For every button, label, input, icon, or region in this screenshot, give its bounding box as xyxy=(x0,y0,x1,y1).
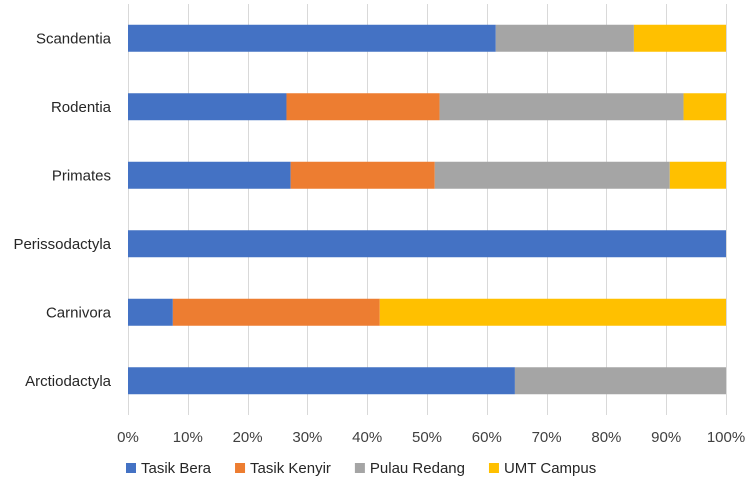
bar-primates-tasik-kenyir xyxy=(290,161,435,189)
bar-perissodactyla-tasik-bera xyxy=(128,230,726,258)
x-tick-label: 80% xyxy=(591,429,621,446)
gridlines xyxy=(128,4,727,415)
x-tick-label: 20% xyxy=(233,429,263,446)
legend-swatch xyxy=(488,463,499,473)
x-tick-label: 30% xyxy=(292,429,322,446)
x-tick-label: 40% xyxy=(352,429,382,446)
x-tick-label: 10% xyxy=(173,429,203,446)
bar-carnivora-tasik-bera xyxy=(128,298,173,326)
category-labels: Scandentia Rodentia Primates Perissodactyla… xyxy=(13,30,111,390)
x-tick-label: 100% xyxy=(707,429,745,446)
x-tick-label: 0% xyxy=(117,429,139,446)
x-tick-label: 50% xyxy=(412,429,442,446)
category-label: Carnivora xyxy=(46,304,112,321)
bar-rodentia-tasik-kenyir xyxy=(286,93,440,121)
bar-primates-umt-campus xyxy=(669,161,726,189)
x-axis-tick-labels: 0% 10% 20% 30% 40% 50% 60% 70% 80% 90% 100% xyxy=(117,429,745,446)
x-tick-label: 90% xyxy=(651,429,681,446)
legend-label: Pulau Redang xyxy=(370,460,465,477)
category-label: Arctiodactyla xyxy=(25,373,112,390)
category-label: Perissodactyla xyxy=(13,236,111,253)
legend-swatch xyxy=(235,463,246,473)
bar-rodentia-tasik-bera xyxy=(128,93,287,121)
bar-arctiodactyla-tasik-bera xyxy=(128,367,515,395)
category-label: Rodentia xyxy=(51,99,112,116)
bar-carnivora-tasik-kenyir xyxy=(172,298,380,326)
bar-rodentia-umt-campus xyxy=(683,93,726,121)
legend-swatch xyxy=(126,463,136,473)
bar-scandentia-pulau-redang xyxy=(495,24,634,52)
bars xyxy=(128,24,726,395)
bar-carnivora-umt-campus xyxy=(379,298,726,326)
bar-scandentia-umt-campus xyxy=(633,24,726,52)
bar-arctiodactyla-pulau-redang xyxy=(514,367,726,395)
x-tick-label: 70% xyxy=(532,429,562,446)
category-label: Scandentia xyxy=(36,30,112,47)
category-label: Primates xyxy=(52,167,111,184)
legend: Tasik Bera Tasik Kenyir Pulau Redang UMT Ca… xyxy=(126,460,596,477)
legend-label: UMT Campus xyxy=(504,460,596,477)
bar-primates-tasik-bera xyxy=(128,161,291,189)
bar-scandentia-tasik-bera xyxy=(128,24,496,52)
x-tick-label: 60% xyxy=(472,429,502,446)
legend-label: Tasik Kenyir xyxy=(250,460,331,477)
legend-label: Tasik Bera xyxy=(141,460,212,477)
legend-swatch xyxy=(354,463,365,473)
bar-primates-pulau-redang xyxy=(434,161,670,189)
bar-rodentia-pulau-redang xyxy=(439,93,684,121)
